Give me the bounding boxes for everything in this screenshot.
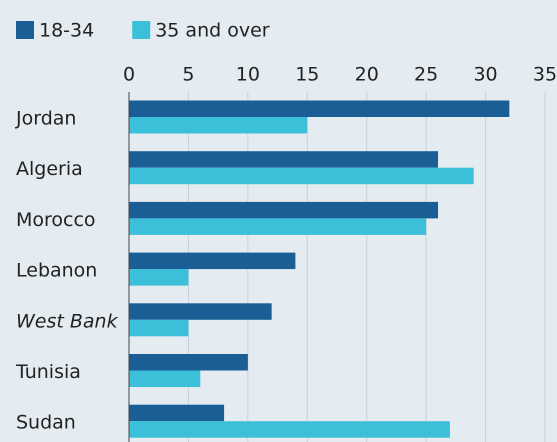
legend-swatch <box>132 21 151 39</box>
bar <box>129 117 308 134</box>
bar <box>129 218 427 235</box>
x-tick-label: 0 <box>123 64 135 86</box>
x-tick-label: 30 <box>473 64 497 86</box>
bar <box>129 201 439 219</box>
y-tick-label: Morocco <box>16 209 96 231</box>
bar <box>129 167 474 185</box>
bar <box>129 319 189 337</box>
x-tick-label: 20 <box>355 64 379 86</box>
y-tick-label: Tunisia <box>15 361 81 383</box>
bar <box>129 100 510 117</box>
y-tick-label: Algeria <box>16 158 83 180</box>
legend-swatch <box>16 21 34 39</box>
y-tick-label: Sudan <box>16 412 76 434</box>
x-tick-label: 5 <box>182 64 194 86</box>
x-tick-label: 15 <box>295 64 319 86</box>
bar <box>129 354 248 371</box>
y-tick-label: Lebanon <box>16 260 97 282</box>
y-tick-label: West Bank <box>16 310 119 332</box>
bar <box>129 151 439 168</box>
bar <box>129 252 296 270</box>
y-tick-label: Jordan <box>15 108 76 130</box>
x-tick-label: 35 <box>533 64 557 86</box>
legend-label: 35 and over <box>155 20 270 42</box>
legend-label: 18-34 <box>39 20 94 42</box>
bar <box>129 269 189 286</box>
bar <box>129 303 272 320</box>
x-tick-label: 25 <box>414 64 438 86</box>
bar <box>129 404 225 422</box>
x-tick-label: 10 <box>236 64 260 86</box>
bar <box>129 370 201 387</box>
bar <box>129 421 450 438</box>
